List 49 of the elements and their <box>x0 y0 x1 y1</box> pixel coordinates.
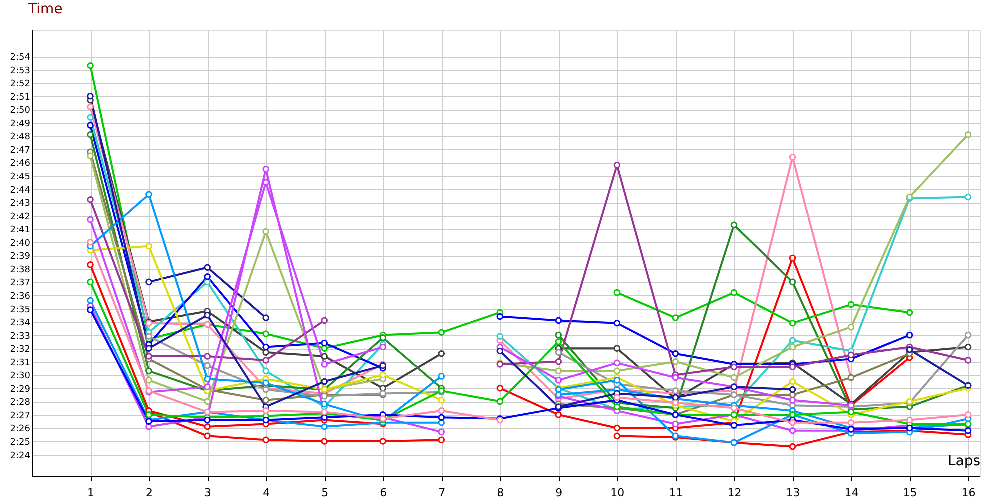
y-tick-label: 2:28 <box>10 398 31 408</box>
y-tick-label: 2:40 <box>10 238 31 249</box>
x-tick-label: 2 <box>146 486 154 500</box>
y-tick-label: 2:42 <box>10 212 30 222</box>
y-axis-title: Time <box>28 2 63 18</box>
y-tick-label: 2:30 <box>10 372 31 382</box>
x-tick-label: 15 <box>903 486 918 500</box>
y-tick-label: 2:54 <box>10 53 31 64</box>
y-tick-label: 2:48 <box>10 132 31 143</box>
y-tick-label: 2:50 <box>10 106 31 116</box>
y-tick-label: 2:38 <box>10 265 31 276</box>
y-tick-label: 2:25 <box>10 438 30 448</box>
x-tick-label: 10 <box>610 486 625 500</box>
x-tick-label: 7 <box>438 486 446 500</box>
x-tick-label: 6 <box>380 486 388 500</box>
y-tick-label: 2:49 <box>10 119 31 130</box>
y-tick-label: 2:52 <box>10 80 30 90</box>
x-tick-label: 5 <box>322 486 329 500</box>
y-tick-label: 2:44 <box>10 186 31 196</box>
x-tick-label: 1 <box>88 486 95 500</box>
y-tick-label: 2:47 <box>10 146 30 156</box>
y-tick-label: 2:34 <box>10 318 31 329</box>
x-axis-title: Laps <box>948 454 980 470</box>
y-tick-label: 2:29 <box>10 384 31 395</box>
x-tick-label: 11 <box>669 486 684 500</box>
y-tick-label: 2:53 <box>10 66 30 76</box>
x-tick-label: 8 <box>497 486 504 500</box>
y-tick-label: 2:39 <box>10 252 31 262</box>
x-tick-label: 14 <box>844 486 859 500</box>
y-tick-label: 2:36 <box>10 292 31 302</box>
y-tick-label: 2:41 <box>10 226 30 236</box>
y-tick-label: 2:37 <box>10 278 30 289</box>
x-tick-label: 3 <box>204 486 212 500</box>
y-tick-label: 2:35 <box>10 305 30 316</box>
y-tick-label: 2:27 <box>10 411 30 422</box>
y-tick-label: 2:33 <box>10 332 30 342</box>
y-tick-label: 2:43 <box>10 199 30 210</box>
y-tick-label: 2:24 <box>10 451 31 462</box>
x-tick-label: 4 <box>263 486 270 500</box>
x-tick-label: 13 <box>786 486 800 500</box>
x-tick-label: 9 <box>556 486 563 500</box>
y-tick-label: 2:46 <box>10 159 31 170</box>
x-tick-label: 12 <box>728 486 742 500</box>
y-tick-label: 2:51 <box>10 92 30 103</box>
y-tick-label: 2:31 <box>10 358 30 368</box>
y-tick-label: 2:26 <box>10 424 31 435</box>
y-tick-label: 2:45 <box>10 172 30 183</box>
x-tick-label: 16 <box>962 486 976 500</box>
y-tick-label: 2:32 <box>10 345 30 356</box>
